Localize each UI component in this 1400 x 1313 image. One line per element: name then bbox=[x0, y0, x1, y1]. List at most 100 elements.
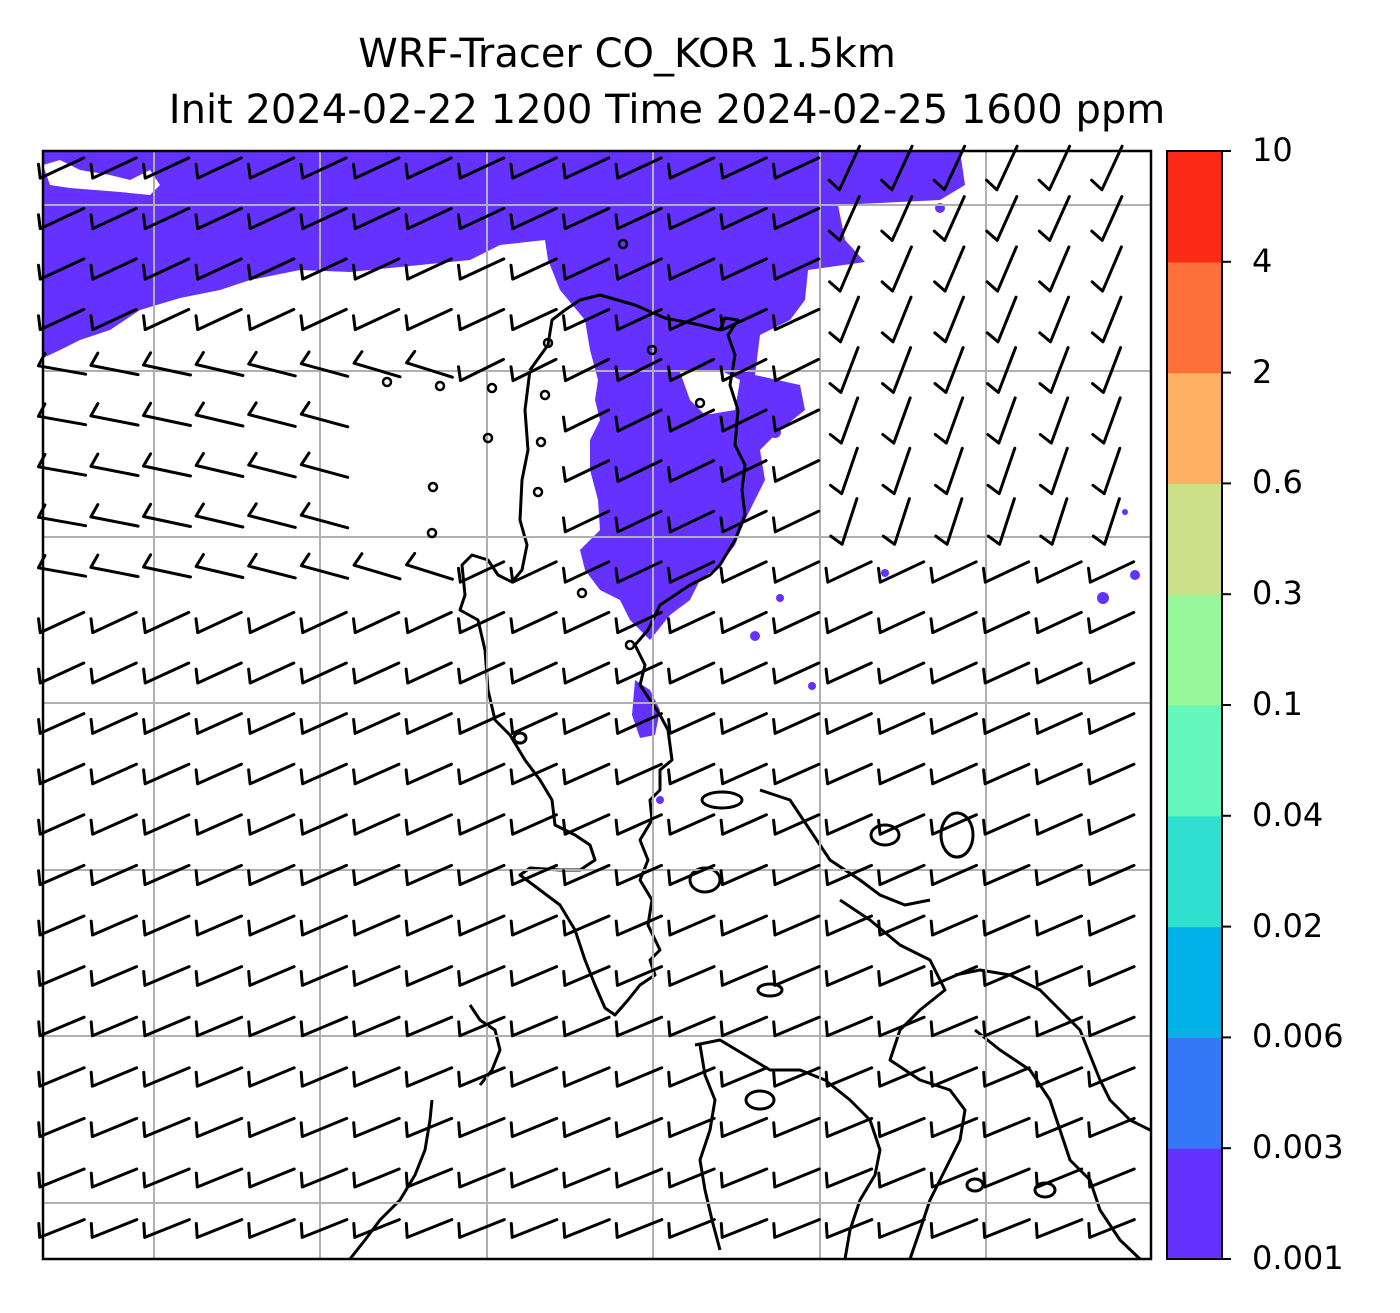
wind-barb bbox=[719, 156, 768, 180]
wind-barb bbox=[1034, 1116, 1084, 1139]
wind-barb bbox=[1034, 712, 1083, 735]
wind-barb bbox=[352, 552, 402, 581]
coastline-southern-islands bbox=[694, 1038, 882, 1260]
wind-barb bbox=[194, 965, 244, 987]
wind-barb bbox=[828, 295, 860, 344]
wind-barb bbox=[986, 346, 1018, 394]
calm-marker bbox=[624, 639, 636, 651]
wind-barb bbox=[142, 661, 191, 685]
wind-barb bbox=[1090, 195, 1124, 242]
wind-barb bbox=[877, 712, 926, 735]
wind-barb bbox=[299, 451, 350, 479]
wind-barb bbox=[194, 307, 243, 332]
wind-barb bbox=[37, 1015, 86, 1038]
wind-barb bbox=[509, 712, 558, 735]
wind-barb bbox=[667, 1167, 716, 1189]
wind-barb bbox=[404, 1116, 454, 1139]
wind-barb bbox=[929, 610, 978, 635]
colorbar-tick-label: 0.6 bbox=[1252, 463, 1303, 502]
wind-barb bbox=[719, 661, 768, 685]
colorbar-tick-label: 0.3 bbox=[1252, 574, 1303, 613]
wind-barb bbox=[772, 257, 821, 281]
wind-barb bbox=[194, 712, 243, 735]
wind-barb bbox=[509, 1116, 559, 1139]
wind-barb bbox=[1091, 497, 1121, 546]
wind-barb bbox=[614, 661, 663, 685]
wind-barb bbox=[352, 1015, 401, 1038]
tracer-spot bbox=[776, 594, 784, 602]
wind-barb bbox=[562, 712, 611, 735]
wind-barb bbox=[772, 762, 821, 786]
wind-barb bbox=[299, 1218, 349, 1239]
wind-barb bbox=[352, 661, 401, 685]
wind-barb bbox=[457, 762, 506, 786]
wind-barb bbox=[614, 965, 664, 987]
wind-barb bbox=[562, 863, 611, 887]
wind-barb bbox=[667, 206, 716, 231]
wind-barb bbox=[142, 1066, 191, 1088]
wind-barb bbox=[982, 762, 1031, 786]
wind-barb bbox=[929, 1167, 979, 1189]
wind-barb bbox=[934, 446, 964, 496]
calm-marker bbox=[427, 481, 439, 493]
wind-barb bbox=[509, 1218, 559, 1239]
wind-barb bbox=[719, 509, 768, 534]
colorbar-tick-label: 4 bbox=[1252, 241, 1273, 280]
wind-barb bbox=[194, 762, 243, 786]
wind-barb bbox=[404, 1218, 454, 1239]
wind-barb bbox=[509, 257, 558, 281]
wind-barb bbox=[877, 1167, 926, 1189]
wind-barb bbox=[1037, 144, 1072, 192]
colorbar-tick-label: 10 bbox=[1252, 131, 1293, 169]
wind-barb bbox=[824, 762, 873, 786]
wind-barb bbox=[247, 1167, 296, 1189]
island-outline bbox=[965, 1177, 985, 1193]
wind-barb bbox=[194, 553, 245, 579]
wind-barb bbox=[247, 914, 296, 937]
calm-marker bbox=[617, 238, 629, 250]
colorbar-tick-label: 0.1 bbox=[1252, 685, 1303, 723]
wind-barb bbox=[89, 206, 138, 231]
wind-barb bbox=[405, 349, 454, 379]
wind-barb bbox=[299, 1167, 349, 1189]
wind-barb bbox=[352, 712, 401, 735]
wind-barb bbox=[933, 245, 966, 293]
wind-barb bbox=[934, 497, 964, 546]
wind-barb bbox=[352, 156, 401, 180]
wind-barb bbox=[1087, 712, 1136, 735]
wind-barb bbox=[933, 396, 965, 445]
wind-barb bbox=[299, 762, 348, 786]
wind-barb bbox=[404, 762, 453, 786]
wind-barb bbox=[509, 610, 558, 635]
wind-barb bbox=[824, 610, 873, 635]
wind-barb bbox=[352, 1116, 401, 1139]
wind-barb bbox=[299, 610, 348, 635]
wind-barb bbox=[142, 156, 191, 180]
wind-barb bbox=[299, 1066, 349, 1088]
wind-barb bbox=[89, 257, 138, 281]
wind-barb bbox=[562, 307, 611, 332]
wind-barb bbox=[142, 863, 191, 887]
wind-barb bbox=[194, 1066, 244, 1088]
wind-barb bbox=[352, 762, 401, 786]
wind-barb bbox=[562, 1167, 611, 1189]
wind-barb bbox=[247, 762, 296, 786]
colorbar-tick-label: 0.006 bbox=[1252, 1017, 1344, 1056]
wind-barb bbox=[194, 1116, 244, 1139]
wind-barb bbox=[929, 762, 978, 786]
wind-barb bbox=[667, 1218, 716, 1239]
colorbar-swatch bbox=[1167, 151, 1222, 263]
wind-barb bbox=[772, 206, 821, 231]
wind-barb bbox=[562, 560, 611, 584]
wind-barb bbox=[1087, 1167, 1136, 1189]
wind-barb bbox=[142, 452, 192, 478]
wind-barb bbox=[829, 497, 859, 546]
wind-barb bbox=[142, 1167, 191, 1189]
wind-barb bbox=[562, 762, 611, 786]
wind-barb bbox=[1038, 396, 1070, 445]
wind-barb bbox=[1034, 914, 1083, 937]
wind-barb bbox=[719, 610, 768, 635]
wind-barb bbox=[1039, 446, 1069, 496]
wind-barb bbox=[719, 257, 768, 281]
